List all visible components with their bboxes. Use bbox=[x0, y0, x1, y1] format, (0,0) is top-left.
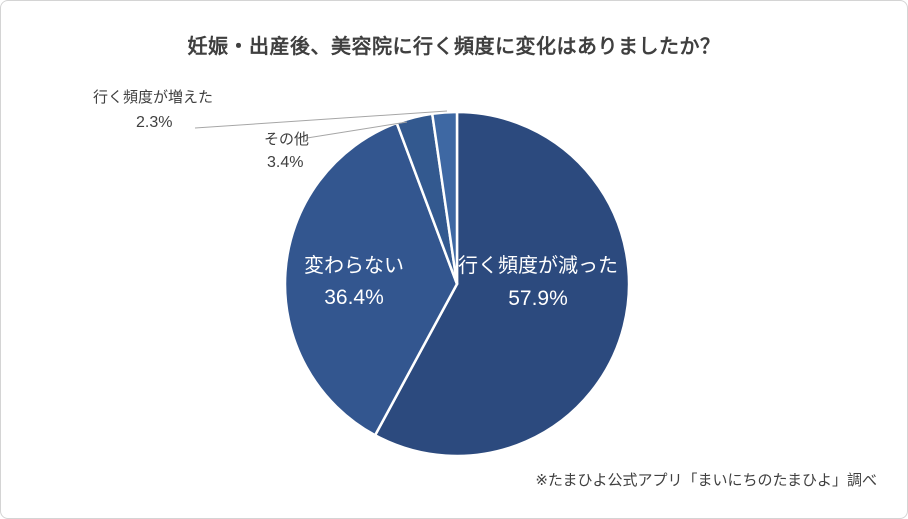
inside-pct-unchanged: 36.4% bbox=[324, 286, 384, 309]
outside-pct-other: 3.4% bbox=[267, 154, 304, 171]
outside-pct-increased: 2.3% bbox=[136, 114, 173, 131]
inside-pct-decreased: 57.9% bbox=[508, 287, 568, 310]
source-note: ※たまひよ公式アプリ「まいにちのたまひよ」調べ bbox=[535, 472, 877, 489]
pie-slice-0 bbox=[373, 110, 631, 458]
inside-label-unchanged: 変わらない bbox=[304, 255, 404, 277]
pie-slice-1 bbox=[283, 121, 459, 437]
leader-line-increased bbox=[194, 110, 448, 129]
inside-label-decreased: 行く頻度が減った bbox=[458, 255, 618, 277]
chart-title: 妊娠・出産後、美容院に行く頻度に変化はありましたか？ bbox=[187, 36, 721, 58]
outside-label-other: その他 bbox=[264, 131, 310, 148]
pie-slice-3 bbox=[430, 110, 459, 286]
outside-label-increased: 行く頻度が増えた bbox=[93, 89, 214, 106]
leader-line-other bbox=[306, 121, 408, 139]
